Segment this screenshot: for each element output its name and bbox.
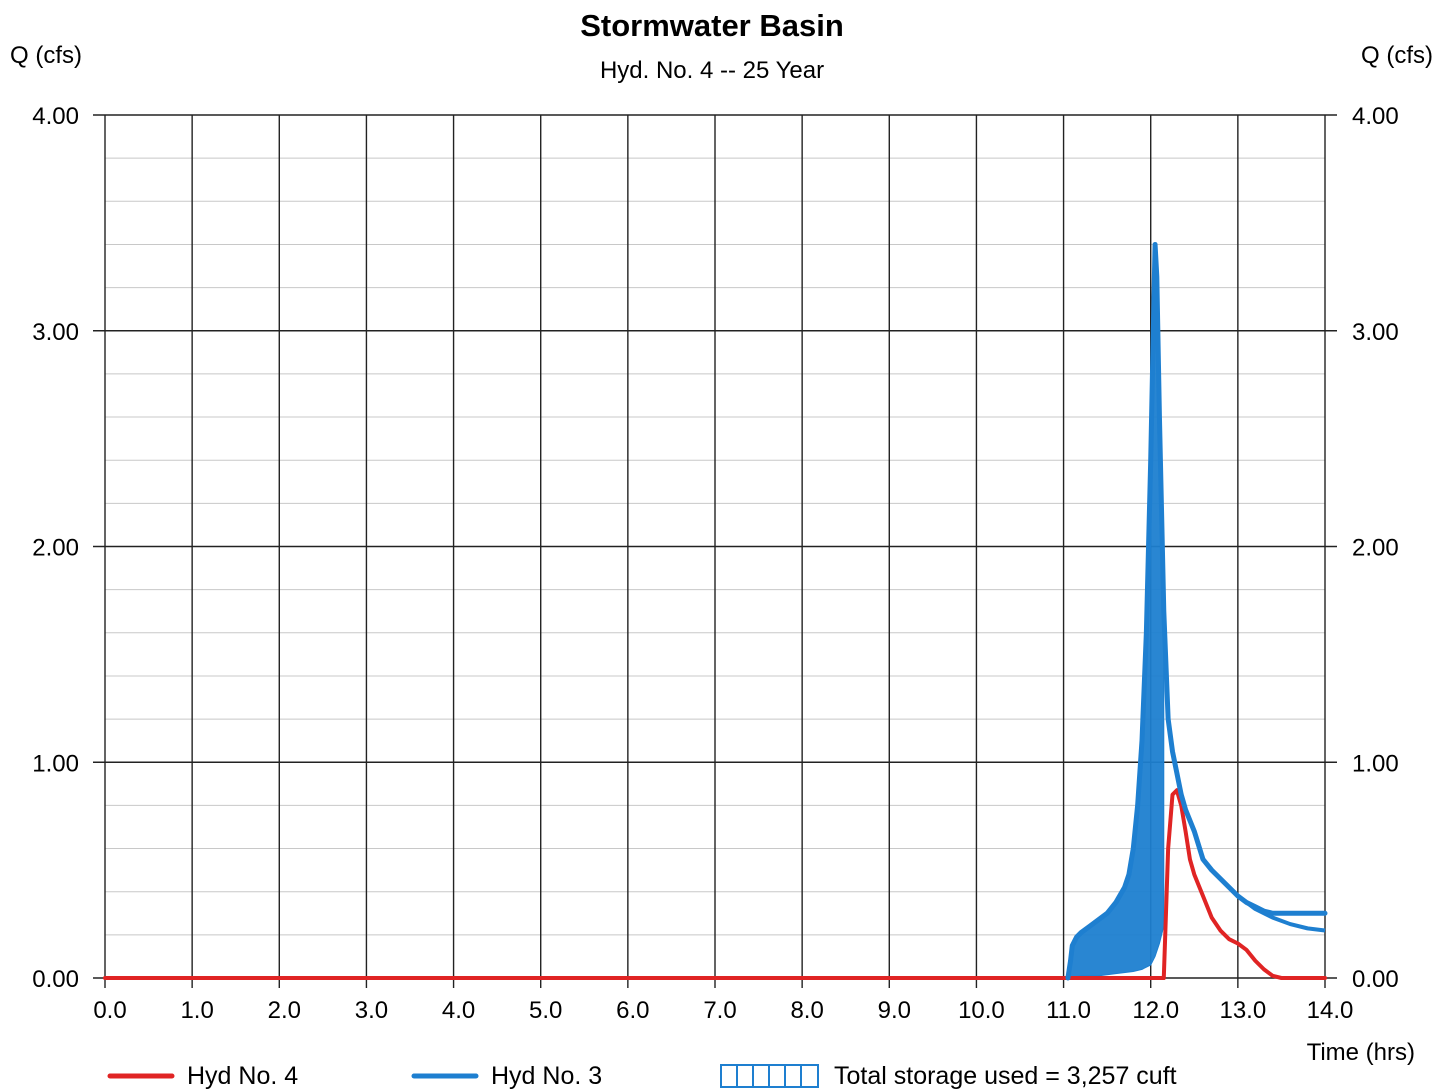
series-line-hyd-4 — [103, 788, 1327, 980]
x-tick-label: 12.0 — [1132, 997, 1179, 1024]
y-tick-label-left: 2.00 — [32, 535, 79, 562]
x-tick-label: 6.0 — [616, 997, 649, 1024]
tick-labels: 0.00 0.001.00 1.002.00 2.003.00 3.004.00 4.00… — [32, 103, 1398, 1024]
storage-area — [1067, 244, 1165, 979]
legend-label-hyd-3: Hyd No. 3 — [491, 1062, 602, 1090]
x-tick-label: 9.0 — [878, 997, 911, 1024]
legend-label-storage: Total storage used = 3,257 cuft — [834, 1062, 1177, 1090]
x-tick-label: 7.0 — [703, 997, 736, 1024]
x-axis-label: Time (hrs) — [1307, 1039, 1415, 1066]
y-tick-label-right: 4.00 — [1352, 103, 1399, 130]
y-axis-label-right: Q (cfs) — [1361, 42, 1433, 69]
chart-subtitle: Hyd. No. 4 -- 25 Year — [600, 57, 824, 84]
y-tick-label-left: 3.00 — [32, 319, 79, 346]
x-tick-label: 0.0 — [93, 997, 126, 1024]
y-tick-label-right: 0.00 — [1352, 966, 1399, 993]
legend-swatch-storage — [720, 1064, 819, 1088]
x-tick-label: 4.0 — [442, 997, 475, 1024]
series-line-hyd-3 — [1065, 241, 1328, 981]
y-tick-label-left: 4.00 — [32, 103, 79, 130]
legend-label-hyd-4: Hyd No. 4 — [187, 1062, 298, 1090]
chart-title: Stormwater Basin — [580, 8, 844, 43]
storage-fill — [1067, 244, 1165, 979]
y-tick-label-right: 2.00 — [1352, 535, 1399, 562]
x-tick-label: 5.0 — [529, 997, 562, 1024]
x-tick-label: 2.0 — [268, 997, 301, 1024]
x-tick-label: 14.0 — [1307, 997, 1354, 1024]
y-tick-label-right: 1.00 — [1352, 750, 1399, 777]
legend: Hyd No. 4 Hyd No. 3 Total storage used =… — [107, 1062, 1177, 1090]
y-tick-label-right: 3.00 — [1352, 319, 1399, 346]
x-tick-label: 10.0 — [958, 997, 1005, 1024]
y-axis-label-left: Q (cfs) — [10, 42, 82, 69]
x-tick-label: 1.0 — [180, 997, 213, 1024]
x-tick-label: 8.0 — [790, 997, 823, 1024]
series-lines — [103, 241, 1328, 981]
y-tick-label-left: 0.00 — [32, 966, 79, 993]
x-tick-label: 11.0 — [1046, 997, 1091, 1024]
x-tick-label: 13.0 — [1219, 997, 1266, 1024]
y-tick-label-left: 1.00 — [32, 750, 79, 777]
x-tick-label: 3.0 — [355, 997, 388, 1024]
